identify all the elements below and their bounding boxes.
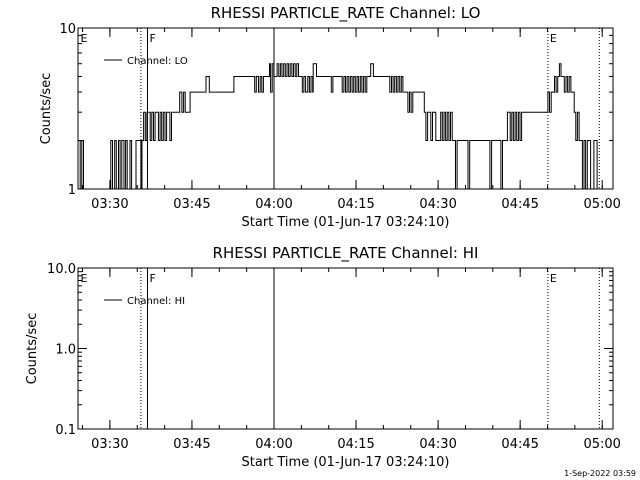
event-marker-label: E	[81, 272, 88, 285]
x-tick-label: 05:00	[583, 197, 620, 212]
x-tick-label: 04:30	[419, 437, 456, 452]
chart-title: RHESSI PARTICLE_RATE Channel: HI	[213, 244, 479, 263]
x-tick-label: 04:00	[255, 437, 292, 452]
event-marker-label: E	[550, 32, 557, 45]
chart-title: RHESSI PARTICLE_RATE Channel: LO	[211, 4, 481, 23]
chart-panel-lo: RHESSI PARTICLE_RATE Channel: LO 03:30 03:…	[39, 4, 621, 230]
event-marker-label: E	[550, 272, 557, 285]
x-tick-label: 05:00	[583, 437, 620, 452]
y-axis-label: Counts/sec	[39, 73, 54, 145]
x-tick-label: 04:30	[419, 197, 456, 212]
y-axis-label: Counts/sec	[25, 313, 40, 385]
footer-date: 1-Sep-2022 03:59	[564, 469, 636, 478]
x-tick-label: 04:15	[337, 197, 374, 212]
x-tick-label: 03:45	[173, 437, 210, 452]
x-axis-label: Start Time (01-Jun-17 03:24:10)	[242, 455, 450, 470]
y-tick-label: 10	[59, 22, 76, 37]
y-tick-label: 1	[68, 183, 76, 198]
data-series-line	[78, 63, 599, 190]
plot-frame	[77, 267, 614, 430]
x-tick-label: 04:15	[337, 437, 374, 452]
x-tick-label: 03:30	[91, 197, 128, 212]
event-marker-label: F	[149, 32, 155, 45]
plot-frame	[77, 27, 614, 190]
x-tick-label: 04:00	[255, 197, 292, 212]
y-tick-label: 1.0	[55, 343, 76, 358]
legend-entry: Channel: HI	[127, 296, 185, 307]
x-tick-label: 03:45	[173, 197, 210, 212]
y-tick-label: 0.1	[55, 423, 76, 438]
x-axis-label: Start Time (01-Jun-17 03:24:10)	[242, 215, 450, 230]
chart-panel-hi: RHESSI PARTICLE_RATE Channel: HI 03:30 03:…	[25, 244, 621, 470]
x-tick-label: 03:30	[91, 437, 128, 452]
x-tick-label: 04:45	[501, 197, 538, 212]
event-marker-label: E	[81, 32, 88, 45]
y-tick-label: 10.0	[47, 262, 76, 277]
legend-entry: Channel: LO	[127, 56, 188, 67]
x-tick-label: 04:45	[501, 437, 538, 452]
event-marker-label: F	[149, 272, 155, 285]
